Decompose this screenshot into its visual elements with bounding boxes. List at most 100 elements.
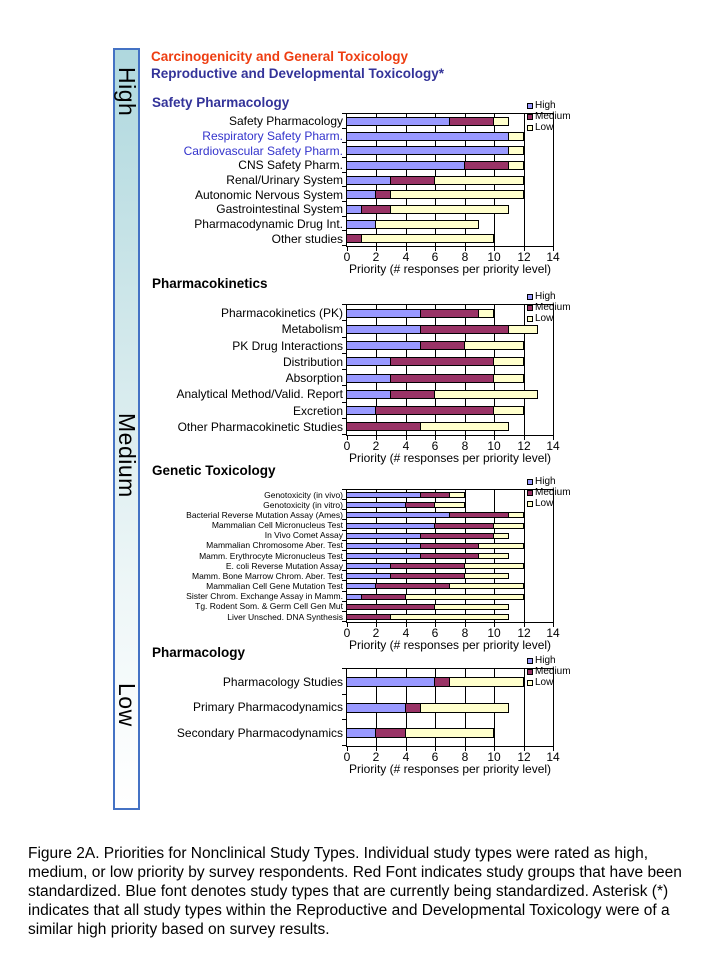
bar-segment-low <box>434 502 465 509</box>
bar-segment-low <box>405 728 494 739</box>
x-axis-tick <box>553 623 554 627</box>
bar-segment-low <box>508 512 524 519</box>
bar-segment-high <box>346 522 435 529</box>
bar-row <box>346 175 524 185</box>
x-tick-label: 14 <box>546 439 560 453</box>
x-tick-label: 4 <box>402 250 410 264</box>
legend: High Medium Low <box>527 100 571 133</box>
bar-row <box>346 190 524 200</box>
bar-segment-low <box>493 532 509 539</box>
category-axis-tick <box>342 353 347 354</box>
x-axis-tick <box>376 747 377 751</box>
x-axis-tick <box>465 747 466 751</box>
x-tick-label: 12 <box>517 439 531 453</box>
x-tick-label: 6 <box>431 439 439 453</box>
x-axis-tick <box>435 623 436 627</box>
bar-segment-medium <box>420 532 494 539</box>
figure-caption: Figure 2A. Priorities for Nonclinical St… <box>28 845 682 938</box>
category-label: Safety Pharmacology <box>228 114 343 129</box>
category-label: Metabolism <box>281 322 343 337</box>
legend-swatch-high <box>527 657 533 664</box>
bar-row <box>346 389 538 399</box>
legend-swatch-low <box>527 124 533 131</box>
bar-row <box>346 204 509 214</box>
bar-segment-medium <box>390 357 494 367</box>
legend-swatch-low <box>527 315 533 322</box>
bar-segment-medium <box>420 552 479 559</box>
x-tick-label: 12 <box>517 626 531 640</box>
bar-segment-high <box>346 552 421 559</box>
legend-swatch-low <box>527 679 533 686</box>
bar-segment-low <box>420 422 509 432</box>
legend-label: Low <box>535 122 554 133</box>
bar-row <box>346 324 538 334</box>
bar-segment-high <box>346 728 376 739</box>
priority-scale-bar: High Medium Low <box>113 48 140 810</box>
bar-segment-low <box>390 204 509 214</box>
category-axis-tick <box>342 172 347 173</box>
bar-segment-high <box>346 204 362 214</box>
category-label: Mammalian Cell Micronucleus Test <box>211 520 343 531</box>
x-tick-label: 8 <box>461 626 469 640</box>
bar-segment-high <box>346 542 421 549</box>
x-tick-label: 10 <box>487 250 501 264</box>
x-axis-tick <box>524 747 525 751</box>
bar-segment-medium <box>346 422 421 432</box>
bar-segment-low <box>375 219 479 229</box>
bar-row <box>346 676 524 687</box>
category-axis-tick <box>342 320 347 321</box>
bar-segment-high <box>346 175 391 185</box>
x-axis-tick <box>465 436 466 440</box>
bar-row <box>346 552 509 559</box>
bar-segment-low <box>405 593 524 600</box>
bar-segment-medium <box>375 190 391 200</box>
x-axis-tick <box>524 623 525 627</box>
bar-row <box>346 116 509 126</box>
x-axis-tick <box>494 436 495 440</box>
bar-segment-low <box>434 175 524 185</box>
category-axis-tick <box>342 186 347 187</box>
bar-segment-medium <box>390 373 494 383</box>
category-axis-tick <box>342 499 347 500</box>
bar-segment-medium <box>346 234 362 244</box>
category-label: Liver Unsched. DNA Synthesis <box>227 611 343 622</box>
x-axis-tick <box>376 436 377 440</box>
bar-segment-high <box>346 341 421 351</box>
bar-segment-high <box>346 160 465 170</box>
category-label: Renal/Urinary System <box>226 172 343 187</box>
x-tick-label: 8 <box>461 750 469 764</box>
bar-row <box>346 234 494 244</box>
bar-segment-high <box>346 389 391 399</box>
x-tick-label: 6 <box>431 626 439 640</box>
category-axis-tick <box>342 434 347 435</box>
legend-label: Medium <box>535 487 571 498</box>
header-carcinogenicity-general-toxicology: Carcinogenicity and General Toxicology <box>151 49 409 64</box>
category-axis-tick <box>342 418 347 419</box>
category-label: Mamm. Erythrocyte Micronucleus Test <box>199 550 343 561</box>
legend-label: High <box>535 476 556 487</box>
bar-segment-low <box>464 341 524 351</box>
x-tick-label: 8 <box>461 439 469 453</box>
bar-segment-low <box>493 522 524 529</box>
category-label: Tg. Rodent Som. & Germ Cell Gen Mut <box>195 601 343 612</box>
bar-segment-low <box>449 583 524 590</box>
gridline-x12 <box>524 305 525 435</box>
category-axis-tick <box>342 719 347 720</box>
category-label: Other studies <box>271 231 343 246</box>
category-label: PK Drug Interactions <box>232 338 343 353</box>
legend-swatch-medium <box>527 489 533 496</box>
bar-segment-medium <box>390 175 435 185</box>
category-axis-tick <box>342 385 347 386</box>
x-tick-label: 2 <box>372 250 380 264</box>
category-axis-tick <box>342 668 347 669</box>
legend-item-high: High <box>527 100 571 111</box>
category-axis-tick <box>342 745 347 746</box>
legend-item-high: High <box>527 291 571 302</box>
x-tick-label: 6 <box>431 250 439 264</box>
category-label: Cardiovascular Safety Pharm. <box>183 143 343 158</box>
category-label: CNS Safety Pharm. <box>238 158 343 173</box>
category-label: In Vivo Comet Assay <box>264 530 343 541</box>
x-tick-label: 0 <box>343 626 351 640</box>
category-axis-tick <box>342 369 347 370</box>
bar-segment-medium <box>434 676 450 687</box>
